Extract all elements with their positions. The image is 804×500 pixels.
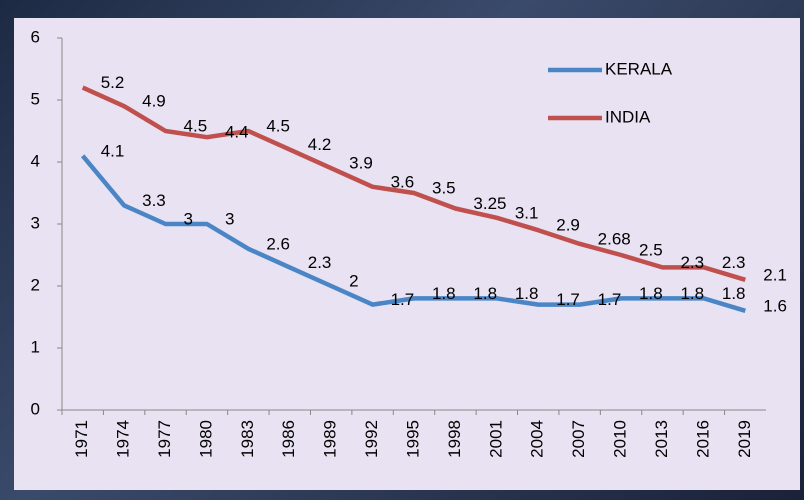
y-tick-label: 1 (31, 337, 40, 356)
data-label: 2 (349, 271, 358, 290)
x-tick-label: 2019 (735, 420, 754, 458)
data-label: 4.2 (308, 135, 332, 154)
data-label: 5.2 (101, 73, 125, 92)
y-tick-label: 5 (31, 89, 40, 108)
data-label: 1.7 (556, 290, 580, 309)
x-tick-label: 1986 (279, 420, 298, 458)
y-tick-label: 3 (31, 213, 40, 232)
data-label: 1.8 (432, 284, 456, 303)
data-label: 4.1 (101, 141, 125, 160)
y-tick-label: 6 (31, 27, 40, 46)
data-label: 3.3 (142, 191, 166, 210)
x-tick-label: 1992 (362, 420, 381, 458)
data-label: 3 (225, 209, 234, 228)
x-tick-label: 1974 (114, 420, 133, 458)
data-label: 2.9 (556, 216, 580, 235)
x-tick-label: 1989 (321, 420, 340, 458)
data-label: 3.25 (473, 194, 506, 213)
data-label: 3.9 (349, 154, 373, 173)
data-label: 3.5 (432, 178, 456, 197)
y-tick-label: 2 (31, 275, 40, 294)
data-label: 1.7 (391, 290, 415, 309)
y-tick-label: 0 (31, 399, 40, 418)
data-label: 2.68 (598, 229, 631, 248)
x-tick-label: 1971 (72, 420, 91, 458)
x-tick-label: 1977 (155, 420, 174, 458)
x-tick-label: 1980 (196, 420, 215, 458)
x-tick-label: 2007 (569, 420, 588, 458)
x-tick-label: 2010 (611, 420, 630, 458)
data-label: 1.6 (763, 296, 787, 315)
line (80, 154, 746, 313)
data-label: 4.9 (142, 92, 166, 111)
data-label: 3.1 (515, 203, 539, 222)
x-tick-label: 1998 (445, 420, 464, 458)
line (81, 85, 746, 282)
data-label: 2.5 (639, 240, 663, 259)
data-label: 2.1 (763, 265, 787, 284)
data-label: 4.5 (184, 116, 208, 135)
x-tick-label: 2016 (693, 420, 712, 458)
data-label: 1.8 (639, 284, 663, 303)
data-label: 3.6 (391, 172, 415, 191)
x-tick-label: 1995 (403, 420, 422, 458)
x-tick-label: 1983 (238, 420, 257, 458)
data-label: 2.3 (308, 253, 332, 272)
data-label: 3 (184, 209, 193, 228)
data-label: 1.8 (473, 284, 497, 303)
data-label: 1.8 (680, 284, 704, 303)
data-label: 4.5 (266, 116, 290, 135)
data-label: 2.6 (266, 234, 290, 253)
x-tick-label: 2004 (528, 420, 547, 458)
data-label: 4.4 (225, 123, 249, 142)
data-label: 1.8 (722, 284, 746, 303)
x-tick-label: 2013 (652, 420, 671, 458)
data-label: 1.8 (515, 284, 539, 303)
data-label: 1.7 (598, 290, 622, 309)
x-tick-label: 2001 (486, 420, 505, 458)
legend-label: INDIA (605, 107, 651, 126)
data-label: 2.3 (680, 253, 704, 272)
y-tick-label: 4 (31, 151, 40, 170)
data-label: 2.3 (722, 253, 746, 272)
legend-label: KERALA (605, 59, 673, 78)
